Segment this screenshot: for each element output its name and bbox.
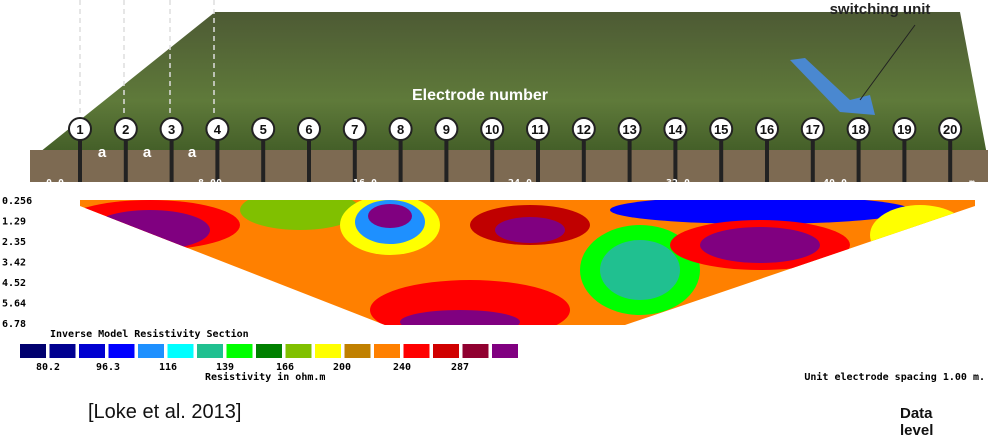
spacing-label: a (143, 144, 152, 161)
spacing-label: a (98, 144, 107, 161)
electrode-rod (719, 140, 723, 182)
legend-swatch (463, 344, 489, 358)
electrode-rod (673, 140, 677, 182)
electrode-rod (307, 140, 311, 182)
electrode-rod (536, 140, 540, 182)
distance-tick-label: 16.0 (353, 178, 377, 189)
electrode-rod (811, 140, 815, 182)
legend-swatch (374, 344, 400, 358)
spacing-label: a (188, 144, 197, 161)
electrode-number: 20 (943, 122, 957, 137)
spacing-note: Unit electrode spacing 1.00 m. (804, 371, 985, 383)
electrode-rod (948, 140, 952, 182)
electrode-rod (582, 140, 586, 182)
electrode-rod (78, 140, 82, 182)
electrode-rod (353, 140, 357, 182)
electrode-rod (399, 140, 403, 182)
legend-swatch (20, 344, 46, 358)
depth-tick-label: 4.52 (2, 278, 26, 289)
depth-tick-label: 0.256 (2, 196, 32, 207)
legend-value: 287 (451, 362, 469, 373)
legend-swatch (138, 344, 164, 358)
electrode-number: 19 (897, 122, 911, 137)
electrode-rod (444, 140, 448, 182)
electrode-number: 8 (397, 122, 404, 137)
electrode-rod (124, 140, 128, 182)
switching-unit-label: switching unit (830, 1, 931, 18)
legend-title: Resistivity in ohm.m (205, 371, 325, 383)
depth-tick-label: 2.35 (2, 237, 26, 248)
electrode-number: 12 (577, 122, 591, 137)
electrode-rod (261, 140, 265, 182)
legend-value: 240 (393, 362, 411, 373)
legend-value: 80.2 (36, 362, 60, 373)
legend-value: 96.3 (96, 362, 120, 373)
legend-swatch (404, 344, 430, 358)
distance-tick-label: 8.00 (198, 178, 222, 189)
electrode-rod (902, 140, 906, 182)
legend-swatch (50, 344, 76, 358)
electrode-rod (490, 140, 494, 182)
distance-tick-label: m. (969, 178, 981, 189)
electrode-rod (765, 140, 769, 182)
electrode-number: 11 (531, 122, 545, 137)
electrode-title: Electrode number (412, 87, 548, 104)
electrode-number: 4 (214, 122, 222, 137)
legend-swatch (227, 344, 253, 358)
depth-axis: 0.256 1.29 2.35 3.42 4.52 5.64 6.78 (2, 196, 32, 330)
electrode-number: 16 (760, 122, 774, 137)
electrode-number: 17 (806, 122, 820, 137)
electrode-number: 7 (351, 122, 358, 137)
electrode-number: 13 (622, 122, 636, 137)
legend-swatch (433, 344, 459, 358)
legend-swatch (256, 344, 282, 358)
depth-tick-label: 3.42 (2, 258, 26, 269)
electrode-number: 3 (168, 122, 175, 137)
data-level-box: Data level (900, 405, 970, 443)
depth-tick-label: 6.78 (2, 319, 26, 330)
legend-swatch (109, 344, 135, 358)
legend-swatch (492, 344, 518, 358)
distance-tick-label: 0.0 (46, 178, 64, 189)
citation: [Loke et al. 2013] (88, 401, 241, 423)
electrode-number: 15 (714, 122, 728, 137)
electrode-number: 10 (485, 122, 499, 137)
depth-tick-label: 5.64 (2, 299, 26, 310)
distance-tick-label: 40.0 (823, 178, 847, 189)
electrode-number: 2 (122, 122, 129, 137)
electrode-number: 18 (851, 122, 865, 137)
legend-value: 116 (159, 362, 177, 373)
distance-tick-label: 24.0 (508, 178, 532, 189)
section-title: Inverse Model Resistivity Section (50, 328, 249, 340)
figure: switching unit Electrode number 12345678… (0, 0, 988, 443)
electrode-number: 6 (305, 122, 312, 137)
legend-swatch (286, 344, 312, 358)
legend-value: 200 (333, 362, 351, 373)
electrode-rod (215, 140, 219, 182)
electrode-number: 14 (668, 122, 683, 137)
depth-tick-label: 1.29 (2, 217, 26, 228)
electrode-rod (628, 140, 632, 182)
electrode-number: 9 (443, 122, 450, 137)
electrode-rod (857, 140, 861, 182)
legend-swatch (345, 344, 371, 358)
legend-swatch (168, 344, 194, 358)
electrode-number: 5 (260, 122, 267, 137)
legend-swatch (197, 344, 223, 358)
distance-tick-label: 32.0 (666, 178, 690, 189)
data-level: Data level (900, 405, 940, 439)
legend-swatch (79, 344, 105, 358)
legend-swatch (315, 344, 341, 358)
electrode-number: 1 (76, 122, 83, 137)
electrode-rod (170, 140, 174, 182)
